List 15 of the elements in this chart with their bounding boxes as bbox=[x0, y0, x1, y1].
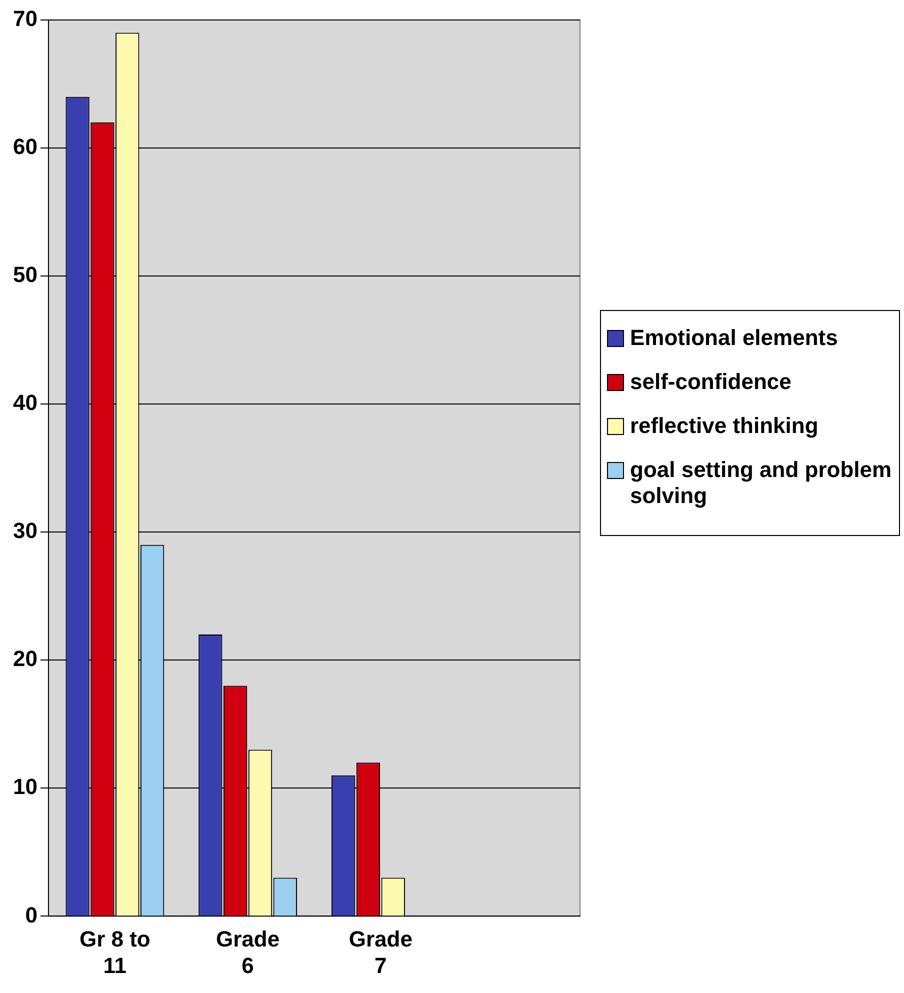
legend-label: Emotional elements bbox=[630, 325, 838, 351]
legend-label: self-confidence bbox=[630, 369, 792, 395]
legend-label: reflective thinking bbox=[630, 413, 818, 439]
x-tick-label: Gr 8 to 11 bbox=[79, 926, 150, 978]
y-tick-label: 50 bbox=[12, 262, 38, 288]
x-tick-label: Grade 6 bbox=[216, 926, 280, 978]
y-tick-label: 30 bbox=[12, 518, 38, 544]
y-tick-label: 0 bbox=[25, 902, 38, 928]
y-tick-label: 60 bbox=[12, 134, 38, 160]
x-tick-label: Grade 7 bbox=[348, 926, 412, 978]
y-tick-label: 70 bbox=[12, 6, 38, 32]
y-tick-label: 20 bbox=[12, 646, 38, 672]
y-tick-label: 10 bbox=[12, 774, 38, 800]
legend-label: goal setting and problem solving bbox=[630, 457, 893, 509]
y-tick-label: 40 bbox=[12, 390, 38, 416]
